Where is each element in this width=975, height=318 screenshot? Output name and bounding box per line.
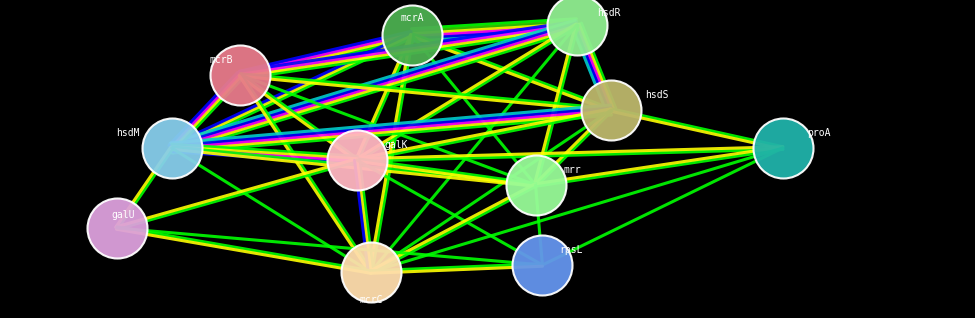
Text: mcrA: mcrA <box>400 13 424 23</box>
Text: hsdM: hsdM <box>117 128 140 138</box>
Point <box>164 145 179 150</box>
Text: galK: galK <box>384 140 408 150</box>
Point <box>363 269 378 274</box>
Text: mcrC: mcrC <box>359 295 382 305</box>
Point <box>109 225 125 231</box>
Text: hsdR: hsdR <box>598 8 621 18</box>
Point <box>604 107 619 113</box>
Point <box>775 145 791 150</box>
Point <box>232 73 248 78</box>
Text: mcrB: mcrB <box>210 55 233 65</box>
Point <box>527 183 543 188</box>
Point <box>534 262 550 267</box>
Point <box>405 32 420 38</box>
Point <box>349 157 365 162</box>
Text: hsdS: hsdS <box>645 90 669 100</box>
Text: galU: galU <box>111 210 135 220</box>
Text: mrr: mrr <box>563 165 581 175</box>
Text: proA: proA <box>807 128 831 138</box>
Text: rpsL: rpsL <box>559 245 582 255</box>
Point <box>569 23 585 28</box>
